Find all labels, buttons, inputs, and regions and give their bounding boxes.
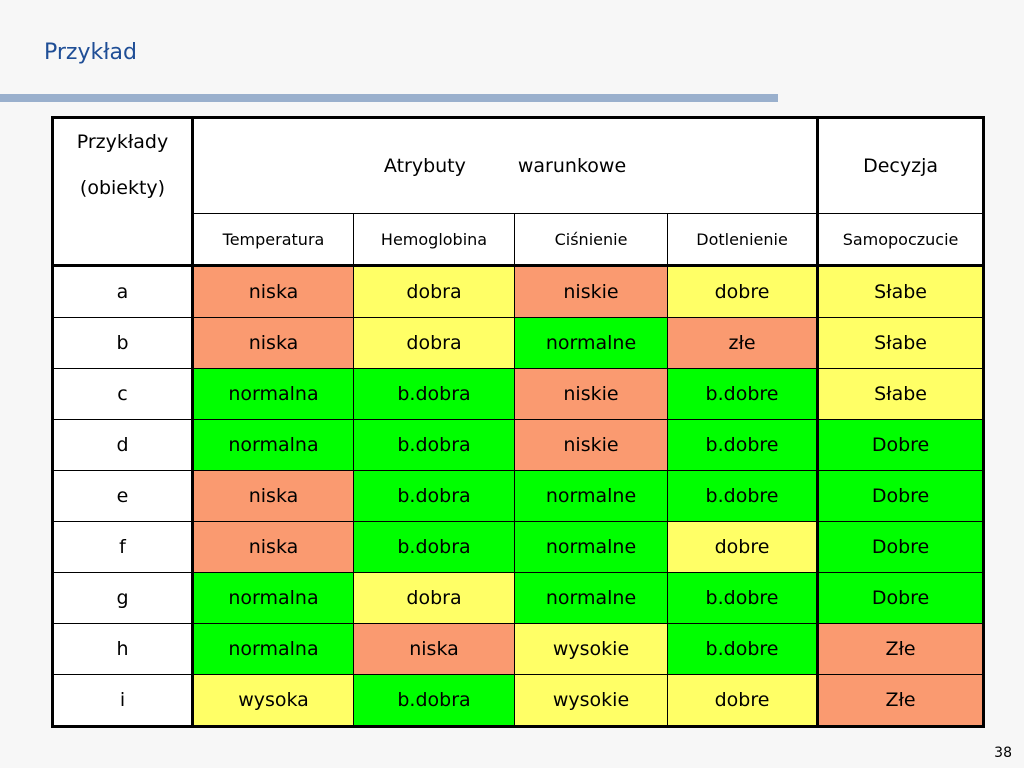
column-header-row: Temperatura Hemoglobina Ciśnienie Dotlen… xyxy=(52,213,985,266)
cell-temperatura: niska xyxy=(192,470,354,522)
cell-dotlenienie: dobre xyxy=(666,674,819,727)
examples-header-line1: Przykłady xyxy=(76,131,169,153)
row-id-cell: b xyxy=(52,317,194,369)
cell-samopoczucie: Dobre xyxy=(816,470,985,522)
cell-cisnienie: normalne xyxy=(514,317,668,369)
row-id-cell: e xyxy=(52,470,194,522)
cell-dotlenienie: b.dobre xyxy=(666,419,819,471)
cell-cisnienie: normalne xyxy=(514,521,668,573)
cell-hemoglobina: dobra xyxy=(353,317,515,369)
cell-temperatura: wysoka xyxy=(192,674,354,727)
table-row: c normalna b.dobra niskie b.dobre Słabe xyxy=(52,368,985,420)
table-row: e niska b.dobra normalne b.dobre Dobre xyxy=(52,470,985,522)
page-number: 38 xyxy=(994,745,1012,761)
column-header-temperatura: Temperatura xyxy=(192,213,354,266)
cell-hemoglobina: niska xyxy=(353,623,515,675)
cell-dotlenienie: b.dobre xyxy=(666,623,819,675)
title-rule xyxy=(0,94,778,102)
table-row: d normalna b.dobra niskie b.dobre Dobre xyxy=(52,419,985,471)
attributes-header-cell: Atrybuty warunkowe xyxy=(191,117,819,214)
cell-samopoczucie: Słabe xyxy=(816,265,985,318)
cell-samopoczucie: Słabe xyxy=(816,317,985,369)
column-header-samopoczucie: Samopoczucie xyxy=(816,213,985,266)
cell-cisnienie: wysokie xyxy=(514,623,668,675)
cell-dotlenienie: b.dobre xyxy=(666,470,819,522)
row-id-cell: h xyxy=(52,623,194,675)
table-header-row: Przykłady (obiekty) Atrybuty warunkowe De… xyxy=(52,117,985,266)
cell-cisnienie: normalne xyxy=(514,470,668,522)
cell-hemoglobina: b.dobra xyxy=(353,419,515,471)
cell-samopoczucie: Dobre xyxy=(816,521,985,573)
cell-cisnienie: niskie xyxy=(514,265,668,318)
attributes-header-word1: Atrybuty xyxy=(383,155,466,177)
cell-hemoglobina: b.dobra xyxy=(353,521,515,573)
cell-samopoczucie: Złe xyxy=(816,623,985,675)
row-id-cell: d xyxy=(52,419,194,471)
examples-header-line2: (obiekty) xyxy=(79,177,166,199)
table-row: b niska dobra normalne złe Słabe xyxy=(52,317,985,369)
cell-cisnienie: niskie xyxy=(514,368,668,420)
table-row: g normalna dobra normalne b.dobre Dobre xyxy=(52,572,985,624)
attributes-header-word2: warunkowe xyxy=(517,155,627,177)
table-row: h normalna niska wysokie b.dobre Złe xyxy=(52,623,985,675)
cell-dotlenienie: dobre xyxy=(666,265,819,318)
cell-temperatura: niska xyxy=(192,317,354,369)
cell-dotlenienie: b.dobre xyxy=(666,368,819,420)
cell-hemoglobina: dobra xyxy=(353,265,515,318)
cell-cisnienie: niskie xyxy=(514,419,668,471)
cell-temperatura: normalna xyxy=(192,572,354,624)
cell-dotlenienie: złe xyxy=(666,317,819,369)
cell-samopoczucie: Złe xyxy=(816,674,985,727)
cell-temperatura: niska xyxy=(192,265,354,318)
cell-hemoglobina: dobra xyxy=(353,572,515,624)
cell-samopoczucie: Dobre xyxy=(816,572,985,624)
row-id-cell: i xyxy=(52,674,194,727)
row-id-cell: f xyxy=(52,521,194,573)
column-header-dotlenienie: Dotlenienie xyxy=(666,213,819,266)
decision-table: Przykłady (obiekty) Atrybuty warunkowe De… xyxy=(51,116,986,728)
cell-hemoglobina: b.dobra xyxy=(353,674,515,727)
decision-header-cell: Decyzja xyxy=(816,117,985,214)
column-header-cisnienie: Ciśnienie xyxy=(514,213,668,266)
table-row: i wysoka b.dobra wysokie dobre Złe xyxy=(52,674,985,727)
cell-samopoczucie: Dobre xyxy=(816,419,985,471)
cell-samopoczucie: Słabe xyxy=(816,368,985,420)
cell-temperatura: normalna xyxy=(192,623,354,675)
column-header-hemoglobina: Hemoglobina xyxy=(353,213,515,266)
cell-temperatura: normalna xyxy=(192,419,354,471)
slide-title: Przykład xyxy=(44,40,137,65)
cell-hemoglobina: b.dobra xyxy=(353,368,515,420)
row-id-cell: a xyxy=(52,265,194,318)
row-id-cell: g xyxy=(52,572,194,624)
cell-temperatura: niska xyxy=(192,521,354,573)
cell-dotlenienie: b.dobre xyxy=(666,572,819,624)
examples-header-cell: Przykłady (obiekty) xyxy=(52,117,194,266)
row-id-cell: c xyxy=(52,368,194,420)
cell-cisnienie: wysokie xyxy=(514,674,668,727)
cell-temperatura: normalna xyxy=(192,368,354,420)
cell-dotlenienie: dobre xyxy=(666,521,819,573)
table-row: f niska b.dobra normalne dobre Dobre xyxy=(52,521,985,573)
table-row: a niska dobra niskie dobre Słabe xyxy=(52,265,985,318)
cell-hemoglobina: b.dobra xyxy=(353,470,515,522)
cell-cisnienie: normalne xyxy=(514,572,668,624)
